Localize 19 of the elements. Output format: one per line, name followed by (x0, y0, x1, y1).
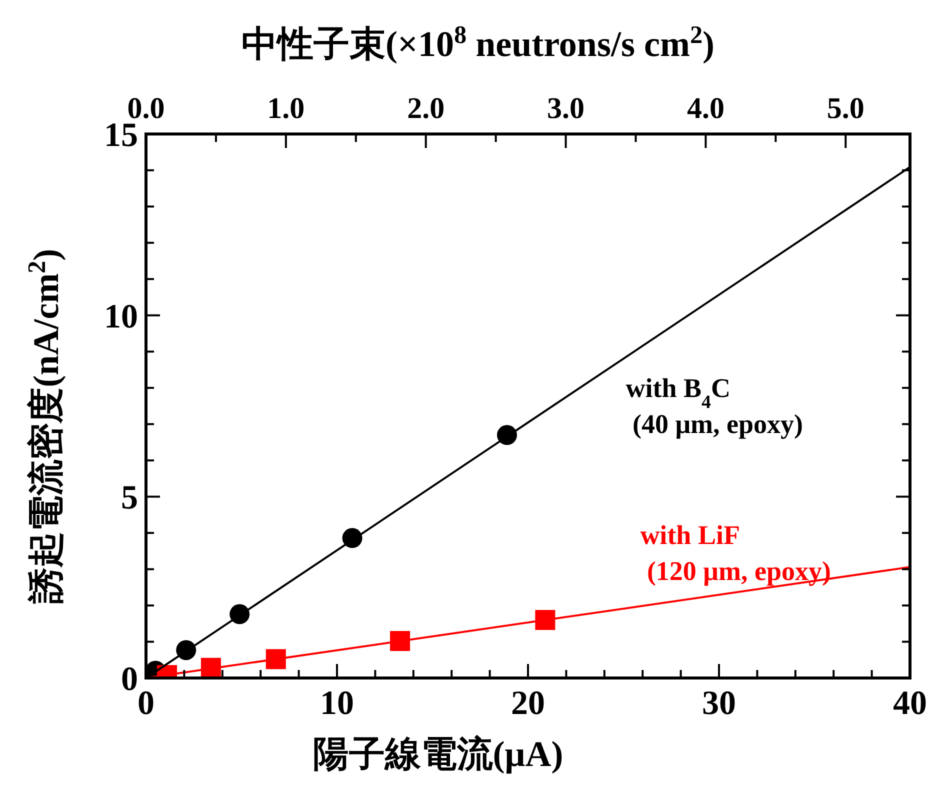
y-tick-label: 0 (121, 661, 138, 698)
point (266, 649, 286, 670)
x2-tick-label: 1.0 (267, 92, 305, 125)
point (390, 631, 410, 652)
x-tick-label: 10 (320, 685, 354, 722)
text: with LiF (120 μm, epoxy) (640, 520, 831, 586)
y-tick-label: 10 (104, 298, 138, 336)
x2-tick-label: 5.0 (826, 92, 864, 125)
x2-tick-label: 4.0 (686, 92, 724, 125)
x2-tick-label: 2.0 (407, 92, 445, 125)
y-tick-label: 5 (121, 480, 138, 517)
x-axis-title: 陽子線電流(μA) (312, 734, 564, 774)
x-tick-label: 40 (893, 685, 927, 722)
x-tick-label: 20 (511, 685, 545, 722)
text: with B$_{4}$C (40 μm, epoxy) (626, 373, 804, 440)
x-tick-label: 30 (702, 685, 736, 722)
x2-tick-label: 3.0 (547, 92, 585, 125)
x2-axis-title: 中性子束(×10$^{8}$ neutrons/s cm$^{2}$) (241, 22, 715, 64)
point (535, 610, 556, 630)
